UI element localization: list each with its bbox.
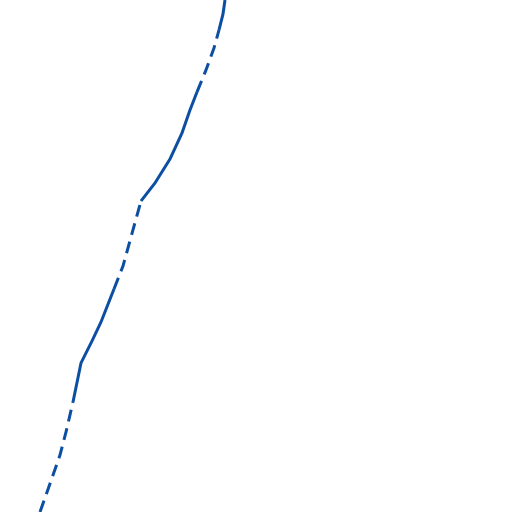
route-dashed xyxy=(195,29,221,93)
route-solid xyxy=(217,0,227,31)
route-dashed xyxy=(112,200,143,290)
route-solid xyxy=(71,288,116,403)
route-dashed xyxy=(38,401,75,512)
route-solid xyxy=(139,91,199,202)
